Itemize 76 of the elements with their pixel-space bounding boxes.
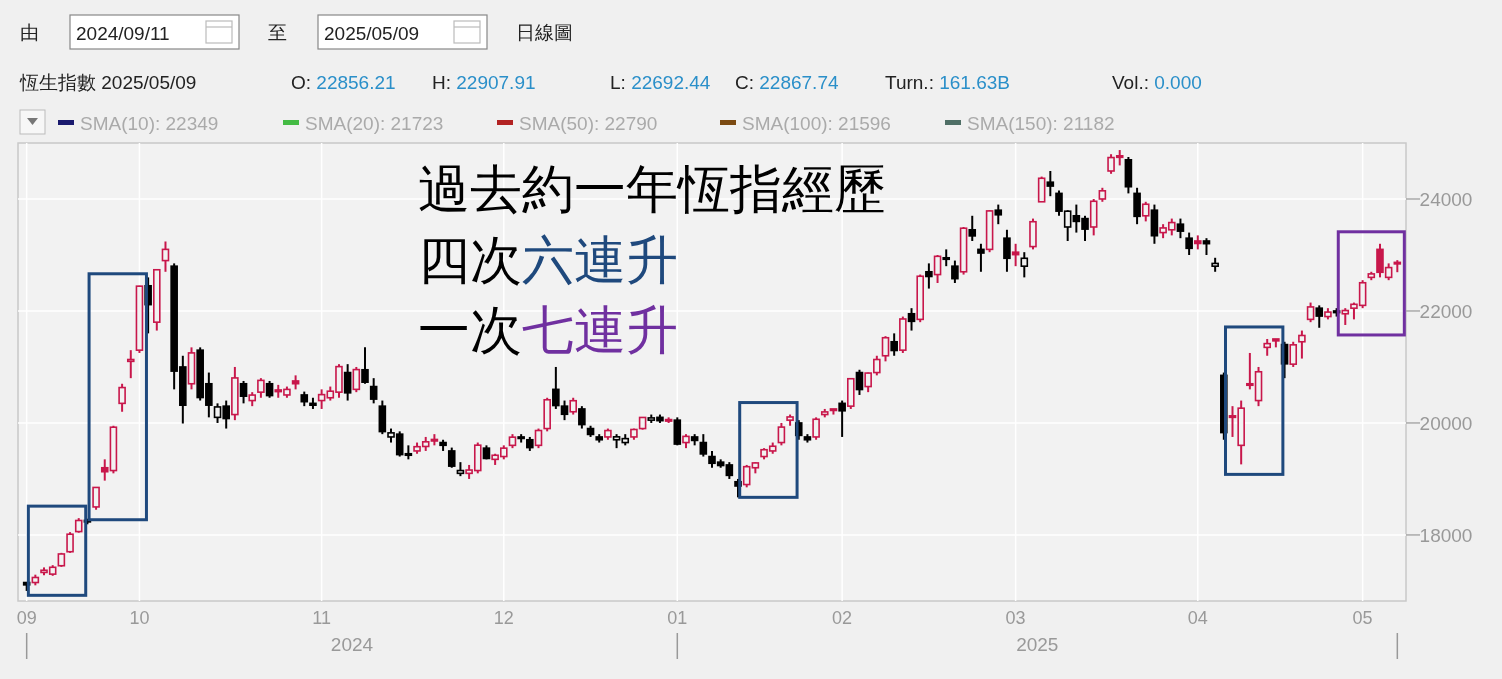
text: SMA(10): 22349: [80, 113, 219, 134]
candlestick: [1003, 228, 1011, 273]
text: 2025: [1016, 634, 1059, 655]
text: 四次六連升: [418, 232, 678, 289]
candlestick: [66, 531, 74, 554]
text: 恆生指數 2025/05/09: [19, 72, 197, 93]
date-input: 2024/09/11: [69, 14, 240, 50]
text: SMA(150): 21182: [967, 113, 1115, 134]
text: Vol.: 0.000: [1112, 72, 1202, 93]
text: H: 22907.91: [432, 72, 536, 93]
x-tick-label: 04: [1187, 608, 1208, 628]
candlestick: [951, 259, 959, 284]
x-tick-label: 02: [832, 608, 853, 628]
text: C: 22867.74: [735, 72, 839, 93]
text: 由: [20, 22, 39, 43]
candlestick: [1289, 340, 1298, 368]
candlestick: [699, 433, 708, 458]
date-input: 2025/05/09: [317, 14, 488, 50]
candlestick: [1298, 329, 1306, 360]
y-tick-label: 24000: [1419, 188, 1473, 210]
candlestick: [881, 335, 890, 363]
candlestick: [578, 405, 586, 430]
text: 日線圖: [516, 22, 573, 43]
candlestick: [126, 349, 135, 380]
chart-title: 過去約一年恆指經歷: [418, 161, 886, 218]
candlestick: [361, 346, 369, 385]
candlestick: [812, 416, 820, 441]
candlestick: [855, 368, 864, 396]
y-tick-label: 18000: [1419, 524, 1473, 546]
candlestick: [933, 253, 942, 284]
x-tick-label: 11: [312, 608, 331, 628]
candlestick: [907, 307, 916, 332]
candlestick: [1315, 304, 1324, 329]
candlestick: [447, 446, 456, 469]
candlestick: [838, 399, 846, 438]
text: SMA(100): 21596: [742, 113, 891, 134]
candlestick: [1141, 200, 1150, 223]
text: O: 22856.21: [291, 72, 396, 93]
y-tick-label: 20000: [1419, 412, 1473, 434]
candlestick: [343, 363, 352, 402]
x-tick-label: 05: [1352, 608, 1373, 628]
candlestick: [1020, 251, 1029, 279]
text: Turn.: 161.63B: [885, 72, 1010, 93]
candlestick: [968, 214, 977, 242]
text: L: 22692.44: [610, 72, 711, 93]
candlestick: [239, 379, 248, 405]
candlestick: [673, 416, 682, 447]
x-tick-label: 12: [493, 608, 514, 628]
candlestick: [92, 486, 100, 511]
candlestick: [352, 365, 361, 394]
candlestick: [1185, 231, 1193, 256]
x-tick-label: 03: [1005, 608, 1026, 628]
text: 2024: [330, 634, 374, 655]
candlestick: [1046, 170, 1055, 198]
candlestick: [925, 262, 933, 290]
y-tick-label: 22000: [1419, 300, 1473, 322]
candlestick: [1306, 301, 1315, 324]
text: 至: [268, 22, 287, 43]
candlestick: [369, 377, 378, 405]
text: SMA(50): 22790: [519, 113, 658, 134]
candlestick: [1133, 186, 1141, 226]
x-tick-label: 09: [16, 608, 37, 628]
text: SMA(20): 21723: [305, 113, 444, 134]
candlestick: [777, 421, 786, 447]
candlestick: [534, 427, 543, 450]
x-tick-label: 10: [129, 608, 150, 628]
candlestick: [257, 377, 265, 399]
x-tick-label: 01: [667, 608, 688, 628]
candlestick: [994, 203, 1003, 226]
annotation: 一次七連升: [418, 302, 678, 359]
candlestick: [1176, 217, 1185, 240]
candlestick: [1011, 242, 1020, 268]
candlestick: [977, 242, 985, 273]
candlestick: [890, 332, 898, 357]
candlestick: [1037, 175, 1046, 203]
candlestick: [118, 382, 126, 413]
